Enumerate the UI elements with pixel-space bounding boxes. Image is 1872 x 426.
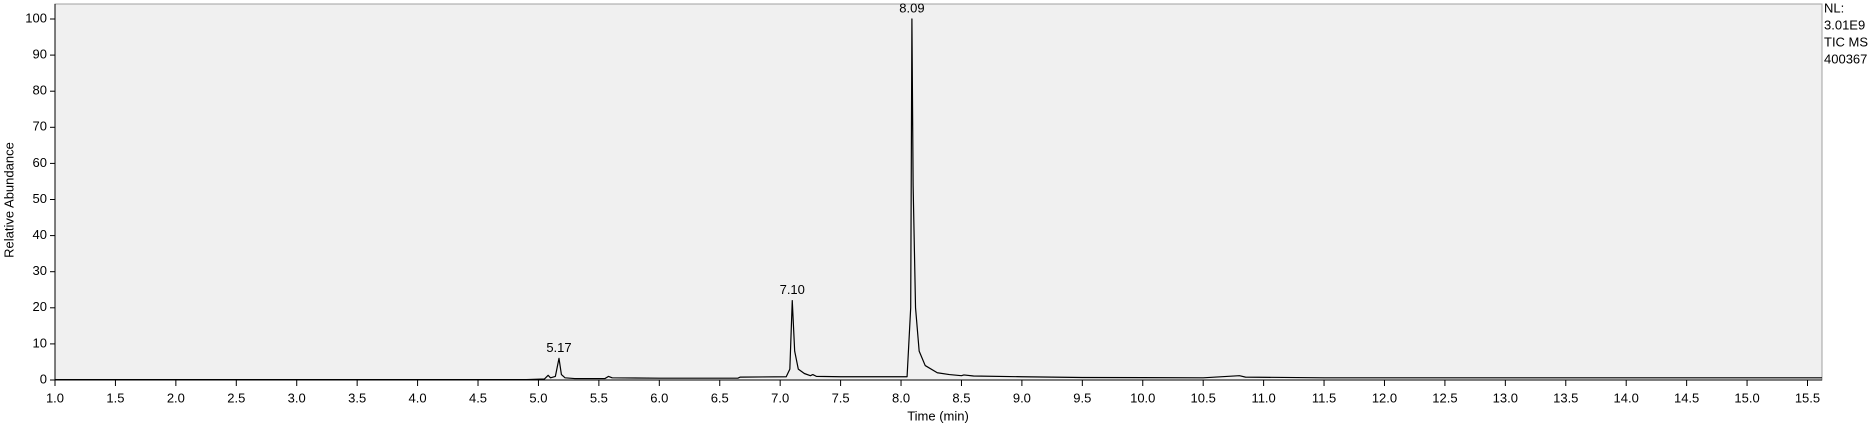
x-tick-label: 6.5 xyxy=(711,390,729,405)
info-text: 400367 xyxy=(1824,51,1867,66)
x-tick-label: 14.5 xyxy=(1674,390,1699,405)
y-tick-label: 80 xyxy=(33,83,47,98)
y-tick-label: 0 xyxy=(40,371,47,386)
y-tick-label: 100 xyxy=(25,10,47,25)
y-axis-label: Relative Abundance xyxy=(1,142,16,258)
x-tick-label: 9.0 xyxy=(1013,390,1031,405)
x-tick-label: 9.5 xyxy=(1073,390,1091,405)
x-tick-label: 1.5 xyxy=(106,390,124,405)
x-tick-label: 15.5 xyxy=(1795,390,1820,405)
x-tick-label: 7.5 xyxy=(832,390,850,405)
x-tick-label: 5.0 xyxy=(529,390,547,405)
x-tick-label: 12.5 xyxy=(1432,390,1457,405)
y-tick-label: 70 xyxy=(33,119,47,134)
info-text: 3.01E9 xyxy=(1824,17,1865,32)
x-tick-label: 8.0 xyxy=(892,390,910,405)
x-tick-label: 13.0 xyxy=(1493,390,1518,405)
x-tick-label: 13.5 xyxy=(1553,390,1578,405)
x-tick-label: 4.5 xyxy=(469,390,487,405)
x-tick-label: 3.0 xyxy=(288,390,306,405)
x-tick-label: 12.0 xyxy=(1372,390,1397,405)
y-tick-label: 90 xyxy=(33,47,47,62)
x-tick-label: 4.0 xyxy=(409,390,427,405)
y-tick-label: 60 xyxy=(33,155,47,170)
peak-label: 8.09 xyxy=(899,0,924,15)
x-axis-label: Time (min) xyxy=(907,408,969,423)
y-tick-label: 30 xyxy=(33,263,47,278)
x-tick-label: 10.5 xyxy=(1191,390,1216,405)
y-tick-label: 50 xyxy=(33,191,47,206)
x-tick-label: 6.0 xyxy=(650,390,668,405)
x-tick-label: 5.5 xyxy=(590,390,608,405)
peak-label: 7.10 xyxy=(780,282,805,297)
y-tick-label: 20 xyxy=(33,299,47,314)
x-tick-label: 14.0 xyxy=(1614,390,1639,405)
y-tick-label: 40 xyxy=(33,227,47,242)
peak-label: 5.17 xyxy=(546,340,571,355)
x-tick-label: 2.5 xyxy=(227,390,245,405)
chromatogram-line xyxy=(55,18,1822,381)
x-tick-label: 15.0 xyxy=(1734,390,1759,405)
info-text: NL: xyxy=(1824,0,1844,15)
x-tick-label: 10.0 xyxy=(1130,390,1155,405)
x-tick-label: 11.0 xyxy=(1251,390,1275,405)
y-tick-label: 10 xyxy=(33,335,47,350)
x-tick-label: 11.5 xyxy=(1312,390,1336,405)
x-tick-label: 3.5 xyxy=(348,390,366,405)
x-tick-label: 2.0 xyxy=(167,390,185,405)
x-tick-label: 8.5 xyxy=(952,390,970,405)
x-tick-label: 7.0 xyxy=(771,390,789,405)
x-tick-label: 1.0 xyxy=(46,390,64,405)
plot-area xyxy=(54,3,1823,381)
info-text: TIC MS xyxy=(1824,34,1868,49)
